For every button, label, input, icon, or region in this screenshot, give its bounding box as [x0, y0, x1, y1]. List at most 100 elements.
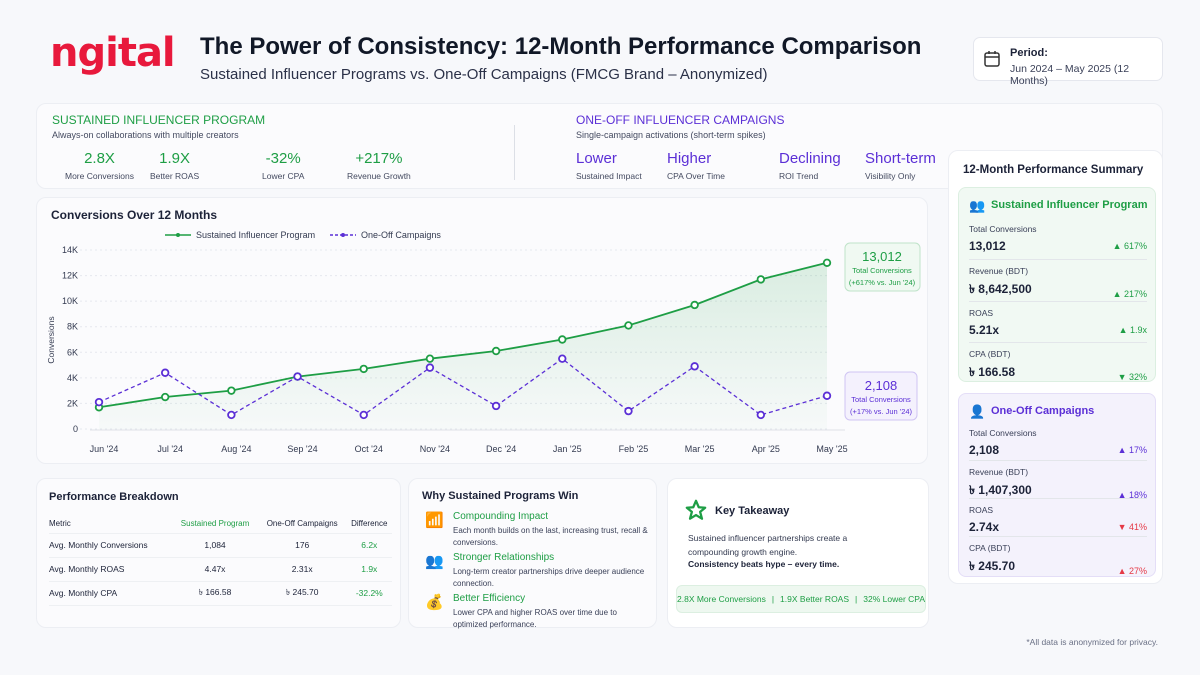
annotation-box [844, 242, 921, 292]
breakdown-title: Performance Breakdown [49, 491, 179, 503]
x-tick-label: May '25 [816, 444, 847, 454]
data-point [359, 410, 368, 420]
calendar-icon [984, 51, 1000, 67]
summary-row: CPA (BDT) ৳ 166.58 ▼ 32% [969, 342, 1147, 384]
metric-label: ROAS [969, 505, 994, 515]
sustained-sub: Always-on collaborations with multiple c… [52, 130, 239, 140]
reason-text: Lower CPA and higher ROAS over time due … [453, 608, 617, 630]
oneoff-heading: ONE-OFF INFLUENCER CAMPAIGNS [576, 113, 785, 127]
key-takeaway-card: Key Takeaway Sustained influencer partne… [667, 478, 929, 628]
kpi-value: Lower [576, 150, 617, 167]
logo: ngital [50, 30, 176, 76]
data-point [558, 354, 567, 363]
table-cell: 4.47x [172, 557, 258, 582]
kpi-value: -32% [265, 150, 301, 167]
footnote: *All data is anonymized for privacy. [1026, 637, 1158, 647]
series-line [98, 261, 828, 409]
kpi-value: Declining [779, 150, 841, 167]
legend-marker [176, 233, 180, 237]
summary-row: ROAS 5.21x ▲ 1.9x [969, 301, 1147, 337]
metric-label: Revenue (BDT) [969, 467, 1029, 477]
sustained-summary-heading: Sustained Influencer Program [991, 199, 1148, 211]
metric-value: 2,108 [969, 443, 1000, 457]
takeaway-stat: 2.8X More Conversions [677, 594, 766, 604]
sustained-heading: SUSTAINED INFLUENCER PROGRAM [52, 113, 266, 127]
table-row: Avg. Monthly Conversions 1,084 176 6.2x [49, 533, 392, 558]
page-subtitle: Sustained Influencer Programs vs. One-Of… [200, 66, 768, 83]
metric-delta: ▲ 27% [1117, 566, 1147, 576]
kpi-value: 1.9X [159, 150, 190, 167]
conversions-chart: 0 2K 4K 6K 8K 10K 12K 14K Jun '24 Jul '24 Aug '24 S… [46, 230, 921, 454]
x-tick-label: Aug '24 [221, 444, 251, 454]
takeaway-stats: 2.8X More Conversions | 1.9X Better ROAS | 3… [676, 585, 926, 613]
metric-delta: ▼ 32% [1117, 372, 1147, 382]
kpi-oneoff: Lower Sustained Impact [576, 150, 642, 181]
summary-row: CPA (BDT) ৳ 245.70 ▲ 27% [969, 536, 1147, 578]
table-cell: 1,084 [172, 533, 258, 558]
kpi-label: Revenue Growth [347, 171, 411, 181]
money-bag-icon: 💰 [425, 594, 444, 611]
reason-title: Stronger Relationships [453, 552, 555, 563]
kpi-value: Short-term [865, 150, 936, 167]
data-point [160, 392, 170, 402]
data-point [491, 401, 501, 411]
metric-value: 2.74x [969, 520, 1000, 534]
kpi-sustained: -32% Lower CPA [262, 150, 304, 181]
annotation-label: Total Conversions [852, 266, 912, 275]
summary-title: 12-Month Performance Summary [963, 164, 1144, 176]
table-cell: Avg. Monthly Conversions [49, 533, 173, 558]
kpi-oneoff: Short-term Visibility Only [865, 150, 936, 181]
reason-text: Long-term creator partnerships drive dee… [453, 567, 645, 589]
data-point [756, 275, 766, 284]
y-tick-label: 10K [62, 296, 78, 306]
table-cell: 176 [257, 533, 347, 558]
kpi-sustained: +217% Revenue Growth [347, 150, 411, 181]
users-icon: 👥 [969, 198, 986, 213]
data-point [160, 368, 170, 377]
y-tick-label: 6K [67, 347, 78, 357]
y-tick-label: 12K [62, 271, 78, 281]
separator: | [771, 594, 775, 604]
series-area [99, 262, 827, 429]
kpi-value: +217% [355, 150, 403, 167]
data-point [756, 410, 766, 420]
column-header: Difference [346, 515, 392, 534]
summary-row: Total Conversions 2,108 ▲ 17% [969, 422, 1147, 457]
kpi-oneoff: Declining ROI Trend [779, 150, 841, 181]
data-point [359, 364, 368, 374]
table-row: Avg. Monthly ROAS 4.47x 2.31x 1.9x [49, 557, 392, 582]
data-point [624, 406, 633, 416]
kpi-label: More Conversions [65, 171, 134, 181]
performance-breakdown: Performance Breakdown Metric Sustained Pr… [36, 478, 401, 628]
annotation-note: (+617% vs. Jun '24) [849, 278, 916, 287]
reason-title: Compounding Impact [453, 511, 549, 522]
x-tick-label: Jan '25 [553, 444, 582, 454]
metric-value: ৳ 245.70 [969, 559, 1016, 573]
growth-chart-icon: 📶 [425, 512, 444, 529]
series-line [98, 357, 828, 416]
metric-delta: ▲ 217% [1112, 289, 1147, 299]
y-axis-label: Conversions [46, 316, 56, 363]
column-header: Metric [49, 515, 173, 534]
kpi-label: CPA Over Time [667, 171, 725, 181]
summary-row: Total Conversions 13,012 ▲ 617% [969, 218, 1147, 253]
data-point [558, 335, 567, 344]
table-cell: Avg. Monthly ROAS [49, 557, 173, 582]
table-cell: ৳ 245.70 [257, 581, 347, 606]
kpi-value: 2.8X [84, 150, 115, 167]
legend-label: One-Off Campaigns [361, 230, 441, 240]
kpi-label: ROI Trend [779, 171, 819, 181]
x-tick-label: Apr '25 [752, 444, 780, 454]
why-sustained-card: Why Sustained Programs Win 📶 Compounding … [408, 478, 657, 629]
annotation-value: 2,108 [865, 378, 898, 393]
metric-value: ৳ 166.58 [969, 365, 1016, 379]
x-tick-label: Nov '24 [420, 444, 450, 454]
annotation-note: (+17% vs. Jun '24) [850, 407, 913, 416]
sustained-summary: 👥 Sustained Influencer Program Total Con… [958, 187, 1156, 382]
kpi-label: Sustained Impact [576, 171, 642, 181]
x-tick-label: Mar '25 [685, 444, 715, 454]
metric-value: ৳ 8,642,500 [969, 282, 1032, 296]
reason-text: Each month builds on the last, increasin… [453, 526, 648, 548]
data-point [425, 363, 435, 372]
data-point [227, 386, 236, 395]
